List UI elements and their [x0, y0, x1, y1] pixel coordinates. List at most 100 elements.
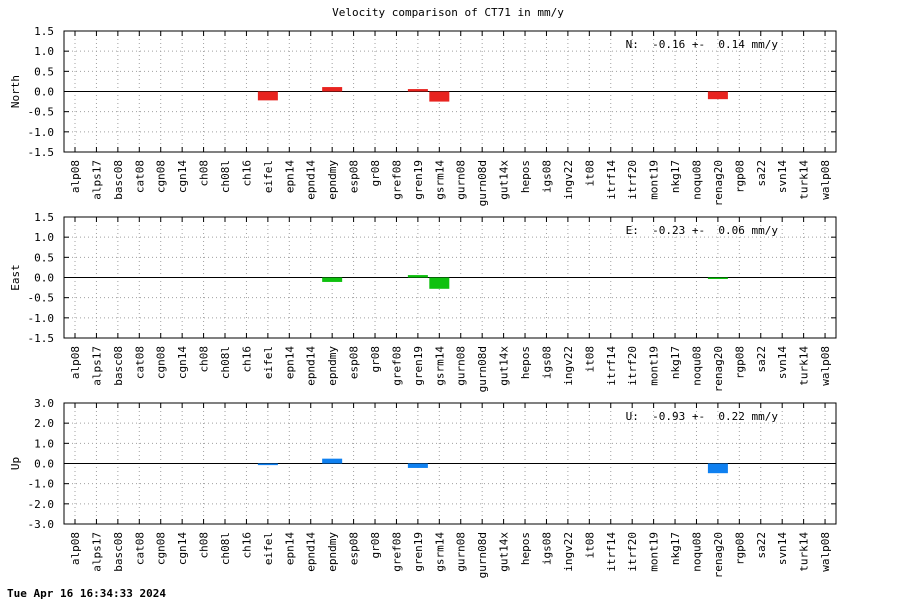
- x-tick-label: rgp08: [733, 160, 746, 193]
- x-tick-label: gren19: [412, 160, 425, 200]
- x-tick-label: esp08: [348, 160, 361, 193]
- bar-eifel: [257, 91, 278, 101]
- y-axis-label: Up: [9, 457, 22, 470]
- plot-frame: [63, 30, 837, 153]
- x-tick-label: walp08: [819, 532, 832, 572]
- y-tick-label: 1.5: [34, 211, 54, 224]
- x-tick-label: ch08l: [219, 532, 232, 565]
- x-tick-label: ingv22: [562, 346, 575, 386]
- x-tick-label: gut14x: [498, 160, 511, 200]
- y-axis-label: East: [9, 264, 22, 291]
- x-tick-label: ch08: [198, 532, 211, 559]
- x-tick-label: nkg17: [669, 532, 682, 565]
- x-tick-label: eifel: [262, 532, 275, 565]
- x-tick-label: itrf20: [626, 346, 639, 386]
- x-tick-label: gut14x: [498, 532, 511, 572]
- x-tick-label: ch08: [198, 346, 211, 373]
- bar-renag20: [707, 463, 728, 474]
- velocity-annotation: U: -0.93 +- 0.22 mm/y: [626, 410, 779, 423]
- y-tick-label: -1.0: [28, 126, 55, 139]
- y-tick-label: -1.5: [28, 146, 55, 159]
- panel-up: 3.0 2.0 1.0 0.0 -1.0 -2.0 -3.0 alp08 alps17 basc0…: [9, 397, 837, 578]
- x-tick-label: turk14: [798, 346, 811, 386]
- x-tick-label: igs08: [540, 532, 553, 565]
- x-tick-label: basc08: [112, 532, 125, 572]
- y-tick-label: -1.5: [28, 332, 55, 345]
- x-tick-label: svn14: [776, 346, 789, 379]
- x-tick-label: gurn08: [455, 160, 468, 200]
- x-tick-label: itrf20: [626, 160, 639, 200]
- x-tick-label: gurn08: [455, 532, 468, 572]
- x-tick-label: gurn08d: [476, 532, 489, 578]
- x-tick-label: itrf14: [605, 346, 618, 386]
- x-tick-label: cgn14: [176, 346, 189, 379]
- velocity-annotation: E: -0.23 +- 0.06 mm/y: [626, 224, 779, 237]
- bar-renag20: [707, 277, 728, 279]
- y-tick-label: 1.0: [34, 231, 54, 244]
- x-tick-label: gurn08d: [476, 160, 489, 206]
- x-tick-label: rgp08: [733, 532, 746, 565]
- x-tick-label: alps17: [90, 346, 103, 386]
- x-tick-label: epn14: [283, 160, 296, 193]
- x-tick-label: eifel: [262, 160, 275, 193]
- x-tick-label: ch08l: [219, 346, 232, 379]
- bar-gren19: [407, 89, 428, 92]
- x-tick-label: epnd14: [305, 346, 318, 386]
- x-tick-label: epnd14: [305, 160, 318, 200]
- x-tick-label: gref08: [390, 532, 403, 572]
- y-tick-label: -0.5: [28, 106, 55, 119]
- x-tick-label: cat08: [133, 160, 146, 193]
- y-tick-label: -0.5: [28, 292, 55, 305]
- y-tick-label: -2.0: [28, 498, 55, 511]
- x-tick-label: epndmy: [326, 346, 339, 386]
- x-tick-label: gut14x: [498, 346, 511, 386]
- x-tick-label: itrf14: [605, 160, 618, 200]
- y-tick-label: -3.0: [28, 518, 55, 531]
- y-tick-label: 1.5: [34, 25, 54, 38]
- velocity-annotation: N: -0.16 +- 0.14 mm/y: [626, 38, 779, 51]
- x-tick-label: hepos: [519, 346, 532, 379]
- x-tick-label: gr08: [369, 160, 382, 187]
- bar-renag20: [707, 91, 728, 100]
- x-tick-label: gref08: [390, 160, 403, 200]
- x-tick-label: nkg17: [669, 346, 682, 379]
- x-tick-label: alp08: [69, 346, 82, 379]
- x-tick-label: cgn08: [155, 532, 168, 565]
- x-tick-label: renag20: [712, 160, 725, 206]
- y-tick-label: 0.5: [34, 65, 54, 78]
- x-tick-label: noqu08: [690, 160, 703, 200]
- x-tick-label: cgn14: [176, 160, 189, 193]
- timestamp: Tue Apr 16 16:34:33 2024: [7, 587, 166, 600]
- y-tick-label: 0.0: [34, 458, 54, 471]
- x-tick-label: alps17: [90, 532, 103, 572]
- y-axis-label: North: [9, 75, 22, 108]
- x-tick-label: mont19: [648, 160, 661, 200]
- plot-frame: [63, 216, 837, 339]
- x-tick-label: it08: [583, 532, 596, 559]
- bar-eifel: [257, 463, 278, 466]
- x-tick-label: gurn08: [455, 346, 468, 386]
- x-tick-label: turk14: [798, 532, 811, 572]
- bar-epndmy: [322, 458, 343, 464]
- x-tick-label: gurn08d: [476, 346, 489, 392]
- x-tick-label: hepos: [519, 160, 532, 193]
- plot-frame: [63, 402, 837, 525]
- x-tick-label: noqu08: [690, 532, 703, 572]
- x-tick-label: hepos: [519, 532, 532, 565]
- x-tick-label: gsrm14: [433, 532, 446, 572]
- x-tick-label: cgn08: [155, 346, 168, 379]
- x-tick-label: itrf20: [626, 532, 639, 572]
- x-tick-label: gr08: [369, 532, 382, 559]
- x-tick-label: it08: [583, 160, 596, 187]
- x-tick-label: walp08: [819, 346, 832, 386]
- y-tick-label: 0.5: [34, 251, 54, 264]
- x-tick-label: basc08: [112, 346, 125, 386]
- x-tick-label: esp08: [348, 532, 361, 565]
- x-tick-label: igs08: [540, 160, 553, 193]
- x-tick-label: alp08: [69, 160, 82, 193]
- x-tick-label: epn14: [283, 346, 296, 379]
- x-tick-label: cat08: [133, 346, 146, 379]
- x-tick-label: sa22: [755, 346, 768, 373]
- x-tick-label: sa22: [755, 160, 768, 187]
- bar-gren19: [407, 463, 428, 468]
